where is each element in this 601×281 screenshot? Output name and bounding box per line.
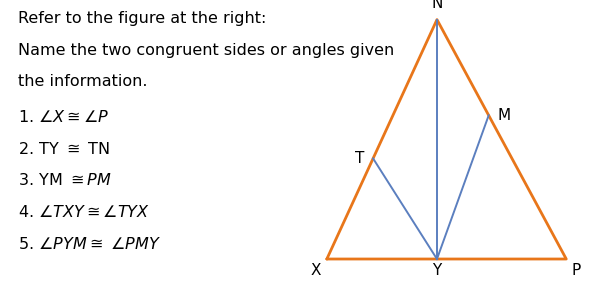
- Text: T: T: [355, 151, 364, 166]
- Text: Y: Y: [432, 263, 442, 278]
- Text: 5. $\angle PYM\cong$ $\angle PMY$: 5. $\angle PYM\cong$ $\angle PMY$: [18, 235, 161, 251]
- Text: 3. YM $\cong$$\mathit{PM}$: 3. YM $\cong$$\mathit{PM}$: [18, 172, 112, 188]
- Text: P: P: [572, 263, 581, 278]
- Text: Name the two congruent sides or angles given: Name the two congruent sides or angles g…: [18, 43, 394, 58]
- Text: Refer to the figure at the right:: Refer to the figure at the right:: [18, 11, 266, 26]
- Text: 2. TY $\cong$ TN: 2. TY $\cong$ TN: [18, 140, 110, 157]
- Text: 1. $\angle X\cong\angle P$: 1. $\angle X\cong\angle P$: [18, 109, 109, 125]
- Text: 4. $\angle TXY\cong\angle TYX$: 4. $\angle TXY\cong\angle TYX$: [18, 204, 150, 220]
- Text: the information.: the information.: [18, 74, 148, 89]
- Text: X: X: [311, 263, 322, 278]
- Text: N: N: [432, 0, 443, 11]
- Text: M: M: [497, 108, 510, 123]
